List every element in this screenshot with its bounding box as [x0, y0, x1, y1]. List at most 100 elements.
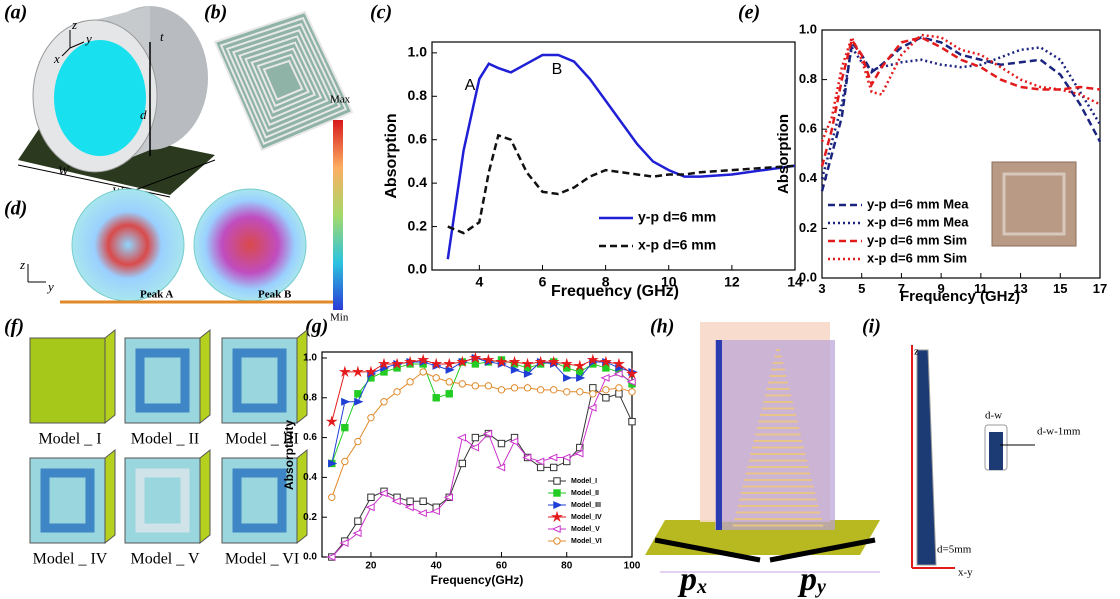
legend-label: y-p d=6 mm Sim	[867, 232, 967, 247]
marker	[616, 385, 622, 391]
marker	[342, 458, 348, 464]
panel-label: (b)	[204, 2, 227, 24]
marker	[536, 458, 543, 464]
y-tick-label: 0.6	[408, 130, 428, 146]
dim-label: py	[797, 561, 826, 598]
x-axis-title: Frequency (GHz)	[900, 288, 1020, 305]
marker	[472, 434, 478, 440]
dim-symbol: p	[797, 561, 817, 598]
axis-label: z	[914, 346, 919, 358]
marker	[537, 464, 543, 470]
y-tick-label: 0.8	[799, 71, 817, 86]
model-side	[105, 450, 115, 543]
x-tick-label: 3	[818, 281, 825, 296]
model-side	[200, 330, 210, 423]
marker	[629, 418, 635, 424]
marker	[554, 490, 560, 496]
dim-label: W	[58, 163, 70, 178]
y-tick-label: 0.4	[799, 170, 818, 185]
panel-label: (a)	[4, 2, 27, 24]
marker	[498, 387, 504, 393]
marker	[433, 395, 439, 401]
y-tick-label: 0.8	[303, 392, 317, 403]
dim-label: px	[677, 561, 707, 598]
marker	[446, 379, 452, 385]
legend-label: x-p d=6 mm	[638, 237, 716, 253]
legend-label: y-p d=6 mm Mea	[867, 196, 969, 211]
marker	[511, 385, 517, 391]
marker	[553, 526, 560, 532]
panel-label: (g)	[305, 316, 328, 338]
axis-label: x	[53, 51, 60, 66]
legend-label: Model_III	[571, 502, 601, 509]
marker	[554, 502, 561, 508]
marker	[554, 538, 560, 544]
legend-label: Model_VI	[571, 538, 602, 545]
marker	[577, 389, 583, 395]
y-tick-label: 0.2	[799, 220, 817, 235]
legend-label: y-p d=6 mm	[638, 209, 716, 225]
y-tick-label: 1.0	[408, 44, 428, 60]
marker	[554, 478, 560, 484]
y-tick-label: 0.6	[799, 121, 817, 136]
marker	[368, 494, 374, 500]
legend-label: Model_V	[571, 526, 600, 533]
marker	[564, 389, 570, 395]
legend-label: Model_IV	[571, 514, 602, 521]
axis-label: x-y	[958, 567, 973, 579]
y-tick-label: 0.8	[408, 87, 428, 103]
axis-label: y	[46, 279, 54, 294]
marker	[629, 389, 635, 395]
marker	[329, 494, 335, 500]
model-side	[297, 450, 307, 543]
marker	[603, 387, 609, 393]
y-axis-title: Absorption	[775, 114, 792, 194]
marker	[616, 391, 622, 397]
marker	[407, 379, 413, 385]
x-tick-label: 17	[1093, 281, 1107, 296]
annotation: B	[552, 61, 563, 78]
panel-label: (h)	[650, 316, 674, 338]
marker	[549, 454, 556, 460]
marker	[498, 440, 504, 446]
colorbar-label: Min	[330, 312, 349, 324]
x-tick-label: 40	[431, 561, 443, 572]
marker	[537, 387, 543, 393]
marker	[328, 417, 337, 425]
x-tick-label: 4	[475, 273, 483, 289]
plot-frame	[432, 42, 795, 270]
marker	[381, 399, 387, 405]
marker	[564, 375, 571, 381]
marker	[459, 381, 465, 387]
marker	[550, 387, 556, 393]
dim-label: d	[140, 107, 147, 122]
dim-label: d-w-1mm	[1037, 426, 1081, 438]
marker	[553, 513, 562, 521]
y-axis-title: Absorptivity	[282, 420, 296, 490]
y-tick-label: 0.4	[408, 174, 428, 190]
model-grid: Model _ IModel _ IIModel _ IIIModel _ IV…	[30, 330, 307, 568]
y-axis-title: Absorption	[383, 113, 400, 198]
series-line	[448, 55, 795, 259]
marker	[342, 399, 349, 405]
marker	[354, 367, 363, 375]
model-side	[297, 330, 307, 423]
marker	[420, 369, 426, 375]
x-tick-label: 20	[365, 561, 377, 572]
panel-label: (f)	[4, 316, 24, 338]
x-tick-label: 60	[496, 561, 508, 572]
panel-label: (d)	[4, 198, 27, 220]
y-tick-label: 1.0	[303, 353, 317, 364]
marker	[485, 383, 491, 389]
legend-label: Model_II	[571, 490, 599, 497]
model-box	[30, 338, 105, 423]
x-tick-label: 15	[1053, 281, 1067, 296]
series-line	[332, 360, 632, 463]
model-label: Model _ VI	[225, 551, 299, 568]
axis-label: z	[71, 17, 77, 32]
legend-label: x-p d=6 mm Sim	[867, 250, 967, 265]
marker	[603, 395, 609, 401]
y-tick-label: 0.0	[408, 261, 428, 277]
model-side	[200, 450, 210, 543]
axis-label: z	[19, 257, 25, 272]
